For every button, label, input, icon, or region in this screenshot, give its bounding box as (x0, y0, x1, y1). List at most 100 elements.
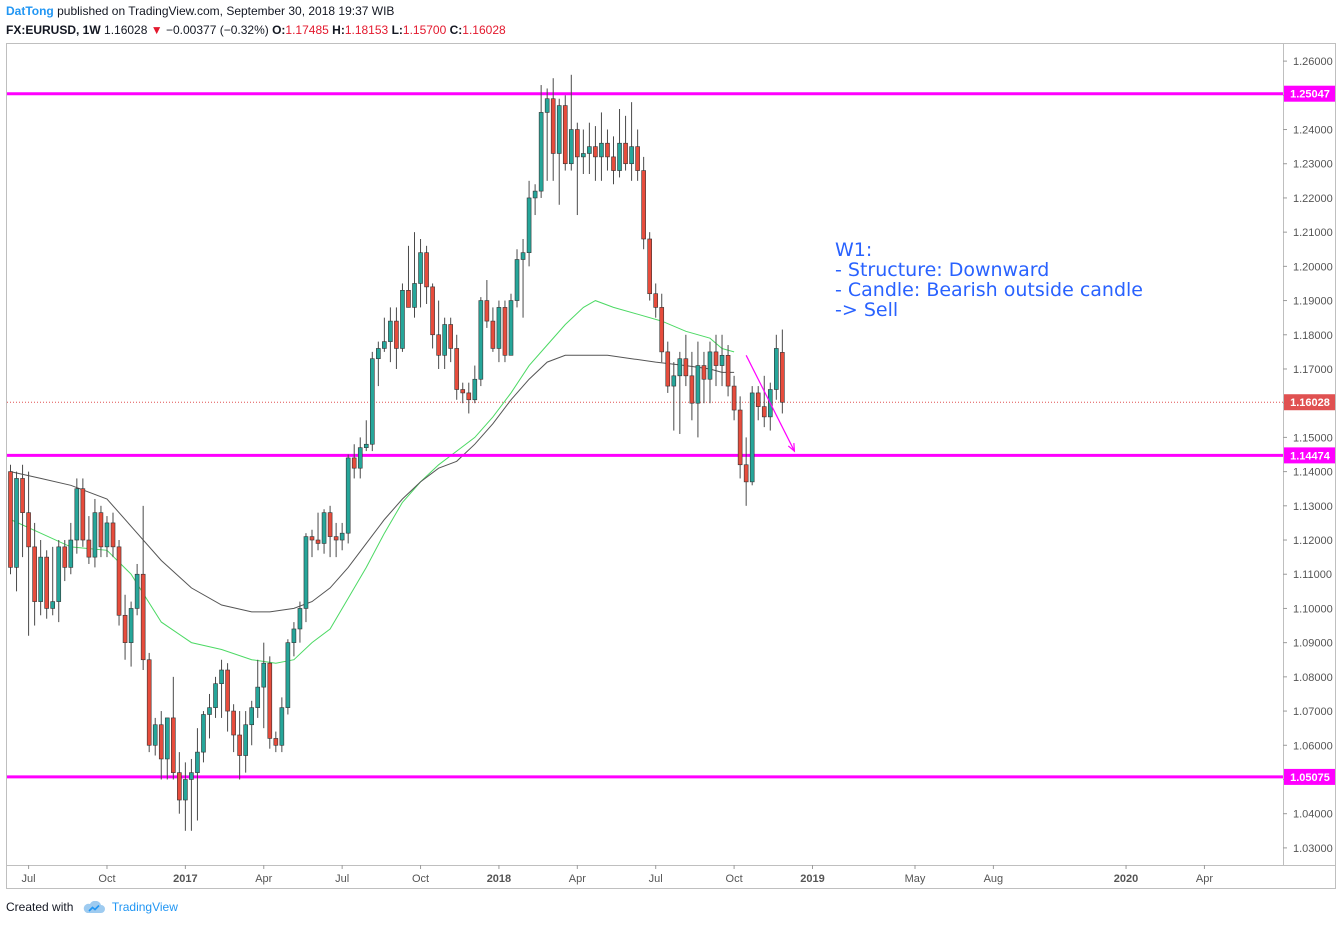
published-text: published on TradingView.com, September … (53, 4, 395, 18)
annotation-text-line: - Candle: Bearish outside candle (835, 279, 1143, 301)
price-chart[interactable]: 1.260001.250001.240001.230001.220001.210… (7, 44, 1336, 889)
candle-bearish (761, 406, 767, 418)
candle-bearish (659, 307, 665, 353)
candle-bullish (68, 539, 74, 568)
last-price-label-bg (1284, 394, 1335, 411)
candle-bullish (164, 717, 170, 760)
level-price-label: 1.05075 (1290, 772, 1330, 784)
candle-bullish (478, 300, 484, 380)
candle-bullish (695, 365, 701, 404)
symbol-label: FX:EURUSD, 1W (6, 23, 101, 37)
tradingview-link[interactable]: TradingView (111, 900, 178, 914)
y-tick-label: 1.10000 (1293, 603, 1333, 615)
candle-bullish (134, 573, 140, 609)
y-tick-label: 1.24000 (1293, 125, 1333, 137)
y-tick-label: 1.17000 (1293, 364, 1333, 376)
open-value: 1.17485 (285, 23, 329, 37)
high-label: H: (332, 23, 345, 37)
y-tick-label: 1.23000 (1293, 159, 1333, 171)
candle-bullish (599, 142, 604, 158)
y-tick-label: 1.20000 (1293, 261, 1333, 273)
chart-frame[interactable]: 1.260001.250001.240001.230001.220001.210… (6, 43, 1336, 889)
candle-bullish (363, 443, 369, 448)
candle-bearish (665, 351, 671, 387)
candle-bullish (629, 146, 634, 165)
candle-bullish (556, 105, 562, 154)
created-with-text: Created with (6, 900, 74, 914)
candle-bullish (249, 707, 254, 726)
candle-bullish (581, 153, 586, 158)
candle-bearish (689, 375, 695, 404)
candle-bearish (110, 522, 116, 548)
candle-bearish (593, 146, 598, 158)
candle-bullish (213, 683, 218, 708)
candle-bullish (707, 351, 713, 380)
candle-bearish (98, 512, 104, 548)
candle-bearish (231, 710, 236, 736)
down-triangle-icon: ▼ (150, 23, 163, 37)
candle-bearish (713, 351, 719, 366)
candle-bearish (448, 324, 453, 349)
candle-bearish (683, 358, 689, 377)
candle-bearish (309, 536, 315, 541)
candle-bearish (484, 300, 490, 322)
y-tick-label: 1.18000 (1293, 330, 1333, 342)
candle-bearish (562, 105, 568, 165)
candle-bullish (243, 724, 248, 756)
candle-bullish (496, 307, 502, 349)
candle-bearish (731, 385, 737, 411)
candle-bullish (56, 546, 62, 602)
x-tick-label: Aug (984, 873, 1004, 885)
annotations-layer: W1:- Structure: Downward- Candle: Bearis… (745, 239, 1143, 453)
last-price: 1.16028 (104, 23, 148, 37)
high-value: 1.18153 (344, 23, 389, 37)
candle-bearish (780, 352, 785, 403)
x-tick-label: 2020 (1114, 873, 1138, 885)
annotation-text-line: -> Sell (835, 299, 898, 321)
candle-bearish (116, 546, 122, 616)
candle-bullish (195, 751, 200, 773)
candle-bullish (520, 252, 526, 260)
x-tick-label: Jul (335, 873, 349, 885)
candle-bullish (183, 779, 188, 801)
candle-bullish (749, 392, 755, 483)
level-price-label-bg (1284, 768, 1335, 785)
publish-line: DatTong published on TradingView.com, Se… (6, 4, 394, 18)
candle-bullish (339, 532, 345, 541)
sell-arrow-head (787, 443, 796, 453)
candle-bearish (86, 539, 92, 558)
candle-bullish (128, 608, 134, 643)
candle-bullish (388, 320, 393, 342)
symbol-info-line: FX:EURUSD, 1W 1.16028 ▼ −0.00377 (−0.32%… (6, 23, 506, 37)
candle-bullish (38, 556, 43, 602)
candle-bearish (430, 286, 435, 336)
y-tick-label: 1.11000 (1293, 569, 1332, 581)
candle-bearish (140, 573, 146, 661)
x-tick-label: Jul (649, 873, 663, 885)
candle-bearish (315, 539, 321, 544)
candle-bearish (406, 290, 411, 308)
y-tick-label: 1.21000 (1293, 227, 1333, 239)
candle-bullish (587, 146, 592, 154)
close-label: C: (449, 23, 463, 37)
tradingview-cloud-icon[interactable] (83, 901, 105, 914)
candle-bearish (80, 488, 86, 541)
footer: Created with TradingView (6, 900, 178, 920)
candle-bearish (611, 156, 616, 171)
candle-bullish (538, 112, 544, 192)
candle-bearish (635, 146, 640, 171)
level-price-label: 1.14474 (1290, 450, 1331, 462)
candle-bullish (14, 478, 19, 568)
candle-bearish (32, 546, 37, 602)
candle-bullish (321, 512, 327, 544)
candle-bullish (189, 772, 194, 780)
y-tick-label: 1.22000 (1293, 193, 1333, 205)
candle-bullish (104, 522, 110, 548)
candle-bearish (177, 772, 182, 801)
y-tick-label: 1.06000 (1293, 740, 1333, 752)
candle-bullish (774, 348, 779, 390)
y-tick-label: 1.13000 (1293, 501, 1333, 513)
candle-bearish (737, 409, 743, 466)
y-tick-label: 1.09000 (1293, 638, 1333, 650)
author-link[interactable]: DatTong (6, 4, 54, 18)
